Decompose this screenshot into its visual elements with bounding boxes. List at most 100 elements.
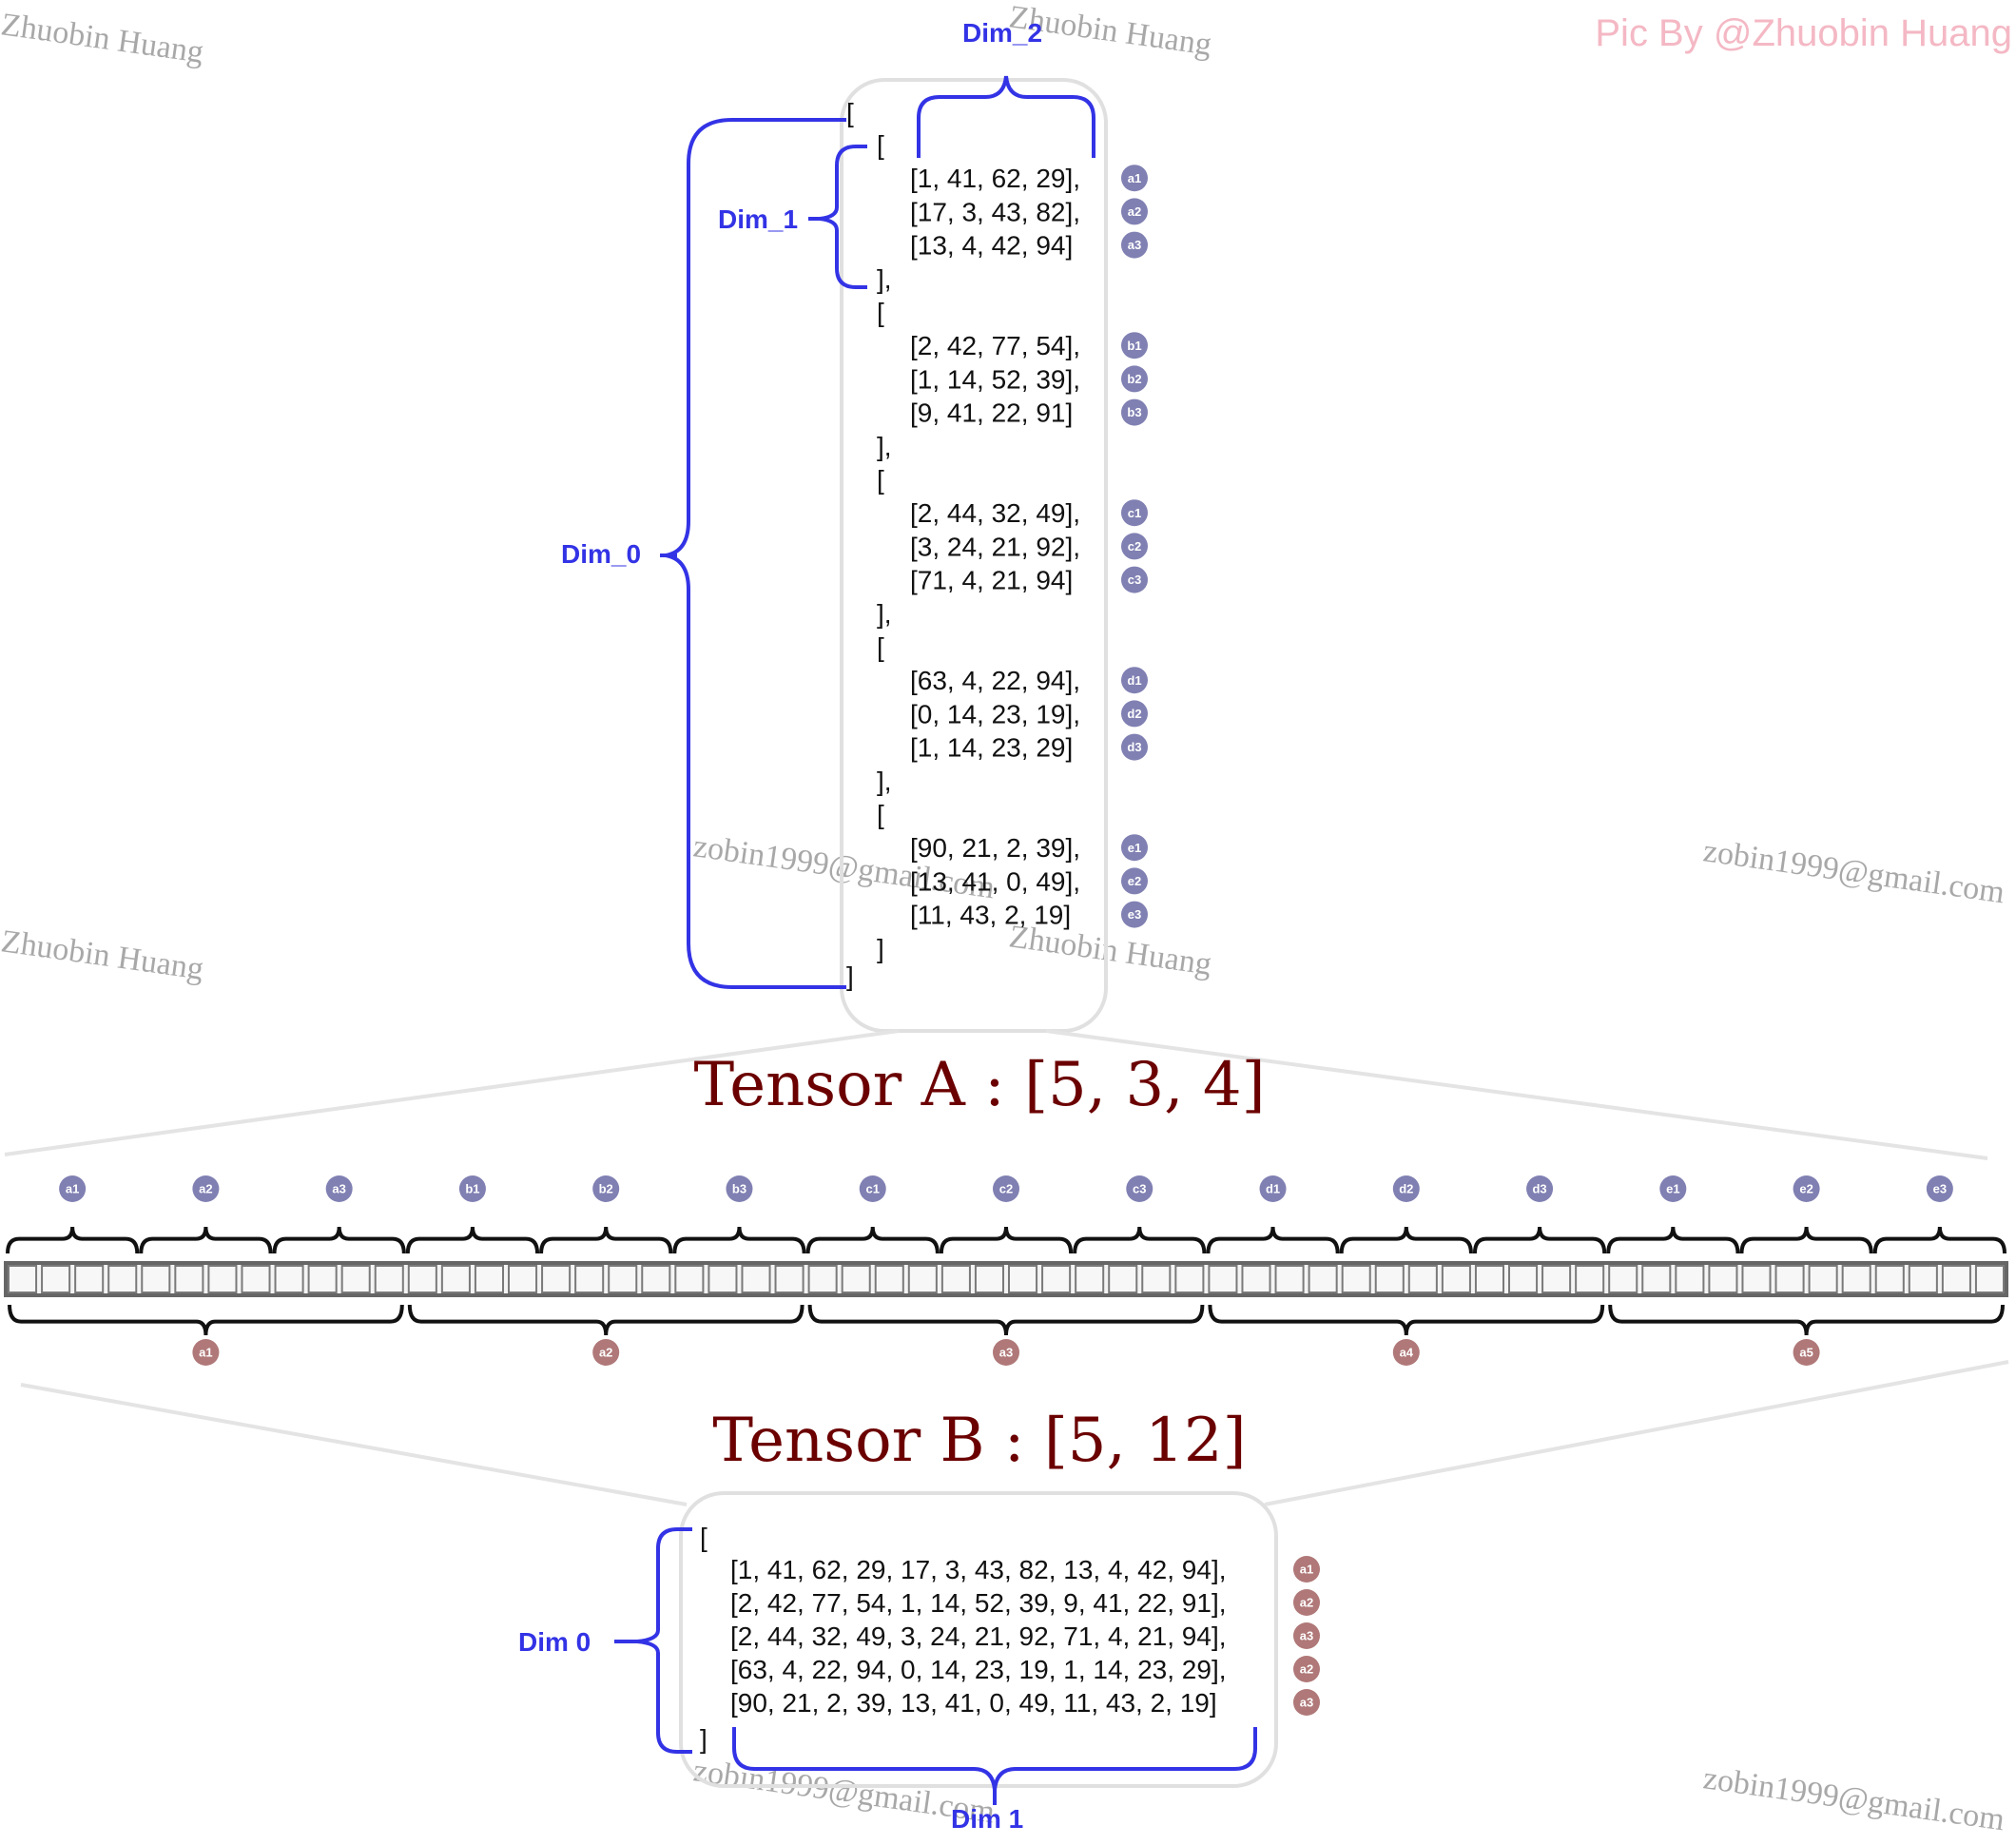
- tag-badge: e1: [1121, 834, 1148, 862]
- tag-badge-label: b2: [1127, 372, 1141, 386]
- tag-badge: e3: [1926, 1175, 1953, 1202]
- tag-badge: a1: [1293, 1556, 1320, 1583]
- group-close-bracket: ],: [877, 432, 892, 461]
- tag-badge-label: a1: [1128, 171, 1141, 185]
- tag-badge-circle: [1293, 1589, 1320, 1616]
- tensor-a-row: [11, 43, 2, 19]: [910, 901, 1071, 930]
- memory-cell: [1008, 1265, 1038, 1293]
- memory-cell: [74, 1265, 105, 1293]
- tag-badge-circle: [993, 1339, 1019, 1366]
- tag-badge-label: a1: [1300, 1563, 1313, 1577]
- tensor-a-box: [840, 78, 1108, 1033]
- memory-cell: [1774, 1265, 1805, 1293]
- tag-badge-circle: [1392, 1339, 1420, 1366]
- tag-badge-circle: [1121, 733, 1148, 761]
- tag-badge-circle: [1121, 398, 1148, 426]
- memory-cell: [1974, 1265, 2006, 1293]
- memory-cell: [1575, 1265, 1605, 1293]
- outer-close-bracket: ]: [846, 961, 854, 991]
- tag-badge-label: d1: [1127, 673, 1141, 688]
- funnel-line-a-right: [1045, 1029, 1988, 1160]
- memory-cell: [1407, 1265, 1438, 1293]
- tag-badge-label: a2: [599, 1346, 612, 1360]
- memory-cell: [541, 1265, 572, 1293]
- tag-badge-label: a5: [1799, 1346, 1812, 1360]
- strip-brace: [1206, 1226, 1340, 1254]
- tag-badge-label: e1: [1666, 1182, 1679, 1196]
- memory-cell: [440, 1265, 471, 1293]
- tag-badge: c2: [1121, 533, 1148, 560]
- memory-cell: [1174, 1265, 1205, 1293]
- tensor-b-row: [90, 21, 2, 39, 13, 41, 0, 49, 11, 43, 2…: [730, 1688, 1217, 1718]
- tag-badge-circle: [1293, 1556, 1320, 1583]
- tag-badge-circle: [1121, 566, 1148, 593]
- strip-brace: [8, 1304, 404, 1336]
- tag-badge-circle: [192, 1175, 220, 1202]
- tag-badge-circle: [1121, 901, 1148, 928]
- strip-brace: [672, 1226, 806, 1254]
- tensor-a-row: [1, 41, 62, 29],: [910, 164, 1080, 193]
- tag-badge-circle: [1121, 165, 1148, 192]
- memory-cell: [1908, 1265, 1938, 1293]
- tag-badge-label: a2: [1300, 1662, 1313, 1677]
- memory-cell: [508, 1265, 538, 1293]
- group-open-bracket: [: [877, 465, 884, 495]
- memory-cell: [807, 1265, 838, 1293]
- tag-badge-circle: [1121, 198, 1148, 225]
- strip-brace: [1608, 1304, 2005, 1336]
- tensor-b-title: Tensor B : [5, 12]: [712, 1406, 1246, 1476]
- tag-badge-label: e2: [1128, 874, 1141, 888]
- tag-badge-circle: [592, 1175, 620, 1202]
- memory-cell: [1841, 1265, 1871, 1293]
- tag-badge-circle: [1259, 1175, 1287, 1202]
- tag-badge: d2: [1392, 1175, 1420, 1202]
- tag-badge: a3: [1121, 231, 1148, 259]
- tag-badge: a1: [1121, 165, 1148, 192]
- strip-brace: [1872, 1226, 2006, 1254]
- memory-cell: [741, 1265, 771, 1293]
- tensor-a-title: Tensor A : [5, 3, 4]: [693, 1050, 1265, 1120]
- tensor-b-row: [2, 44, 32, 49, 3, 24, 21, 92, 71, 4, 21…: [730, 1622, 1227, 1651]
- tensor-a-row: [17, 3, 43, 82],: [910, 197, 1080, 226]
- tag-badge-circle: [1121, 533, 1148, 560]
- funnel-line-a-left: [4, 1029, 900, 1156]
- memory-cell: [1874, 1265, 1905, 1293]
- memory-strip: a1 a2 a3 b1 b2 b3 c1 c2 c3 d1 d2 d3 e1 e2 e3 a1 a2 a3 a4 a5: [4, 1175, 2008, 1366]
- tensor-a-row: [13, 41, 0, 49],: [910, 866, 1080, 896]
- tag-badge: c3: [1121, 566, 1148, 593]
- tensor-a-row: [1, 14, 23, 29]: [910, 733, 1073, 763]
- tag-badge-label: d2: [1127, 707, 1141, 721]
- tag-badge-label: e3: [1128, 907, 1141, 922]
- tensor-a-row: [0, 14, 23, 19],: [910, 699, 1080, 728]
- tag-badge-label: a3: [1300, 1629, 1313, 1643]
- memory-cell: [641, 1265, 671, 1293]
- group-close-bracket: ],: [877, 767, 892, 796]
- tag-badge-circle: [1793, 1175, 1820, 1202]
- tag-badge-label: c1: [1128, 506, 1141, 520]
- tag-badge: a3: [1293, 1689, 1320, 1716]
- tag-badge: b1: [1121, 332, 1148, 359]
- tag-badge-circle: [1293, 1689, 1320, 1716]
- tag-badge-circle: [1121, 834, 1148, 862]
- dim2-brace: [917, 75, 1095, 158]
- tag-badge: c3: [1126, 1175, 1153, 1202]
- memory-cell: [608, 1265, 638, 1293]
- tag-badge: b1: [458, 1175, 486, 1202]
- dim1-label: Dim_1: [718, 204, 798, 234]
- memory-cell: [1108, 1265, 1138, 1293]
- dim0-b-label: Dim 0: [518, 1627, 591, 1657]
- memory-cell: [874, 1265, 904, 1293]
- strip-brace: [539, 1226, 673, 1254]
- strip-brace: [1208, 1304, 1605, 1336]
- tensor-a-row: [71, 4, 21, 94]: [910, 566, 1073, 595]
- tag-badge: e2: [1121, 867, 1148, 895]
- tag-badge-label: a3: [332, 1182, 345, 1196]
- tag-badge-label: c3: [1128, 573, 1141, 587]
- memory-cell: [1608, 1265, 1638, 1293]
- group-open-bracket: [: [877, 298, 884, 327]
- strip-brace: [272, 1226, 406, 1254]
- tag-badge-circle: [726, 1175, 753, 1202]
- tensor-a-dim-labels: Dim_0 Dim_1 Dim_2: [561, 18, 1042, 569]
- memory-cell: [1041, 1265, 1072, 1293]
- memory-cell: [1708, 1265, 1738, 1293]
